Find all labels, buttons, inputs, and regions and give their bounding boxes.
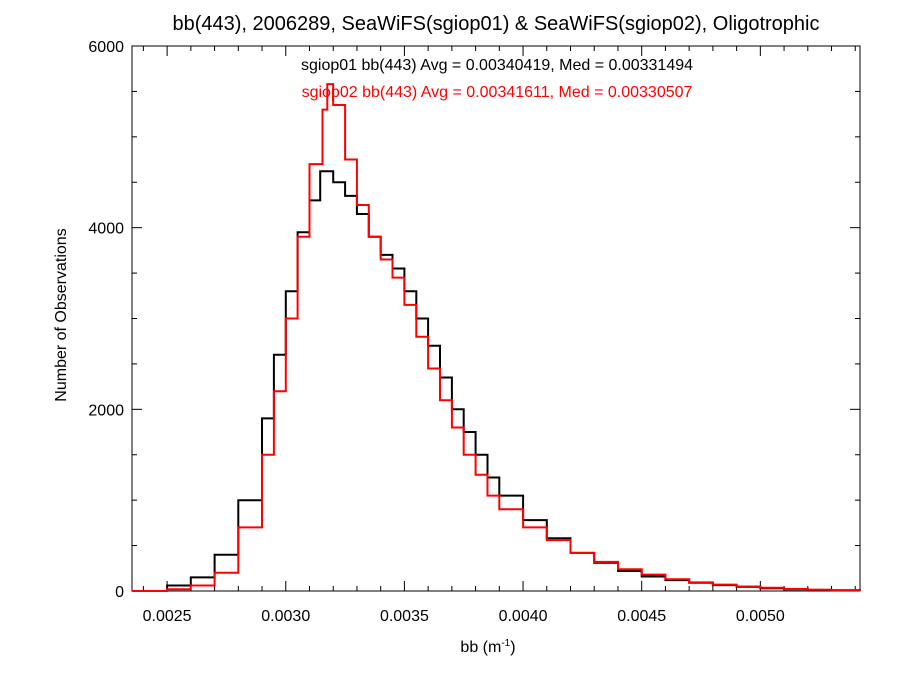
x-axis-label: bb (m-1) xyxy=(460,638,515,656)
x-tick-label: 0.0050 xyxy=(736,608,785,625)
x-tick-label: 0.0025 xyxy=(143,608,192,625)
x-axis-label-superscript: -1 xyxy=(501,638,510,649)
x-tick-label: 0.0030 xyxy=(261,608,310,625)
chart-title: bb(443), 2006289, SeaWiFS(sgiop01) & Sea… xyxy=(173,13,820,35)
y-axis-label: Number of Observations xyxy=(53,228,70,401)
x-axis-ticks: 0.0025 0.0030 0.0035 0.0040 0.0045 0.0050 xyxy=(143,46,856,625)
annotation-sgiop01: sgiop01 bb(443) Avg = 0.00340419, Med = … xyxy=(301,57,693,74)
y-tick-label: 6000 xyxy=(88,39,124,56)
x-axis-label-close: ) xyxy=(510,639,515,656)
series-layer xyxy=(132,83,861,592)
annotation-sgiop02: sgiop02 bb(443) Avg = 0.00341611, Med = … xyxy=(302,84,693,101)
series-line-sgiop02 xyxy=(132,83,861,592)
y-tick-label: 2000 xyxy=(88,402,124,419)
x-tick-label: 0.0035 xyxy=(380,608,429,625)
plot-frame xyxy=(131,45,861,592)
x-tick-label: 0.0045 xyxy=(617,608,666,625)
x-tick-label: 0.0040 xyxy=(499,608,548,625)
plot-area: 0.0025 0.0030 0.0035 0.0040 0.0045 0.0050 0 20… xyxy=(88,39,861,625)
x-axis-label-text: bb (m xyxy=(460,639,501,656)
y-tick-label: 4000 xyxy=(88,221,124,238)
y-axis-ticks: 0 2000 4000 6000 xyxy=(88,39,860,601)
y-tick-label: 0 xyxy=(115,584,124,601)
